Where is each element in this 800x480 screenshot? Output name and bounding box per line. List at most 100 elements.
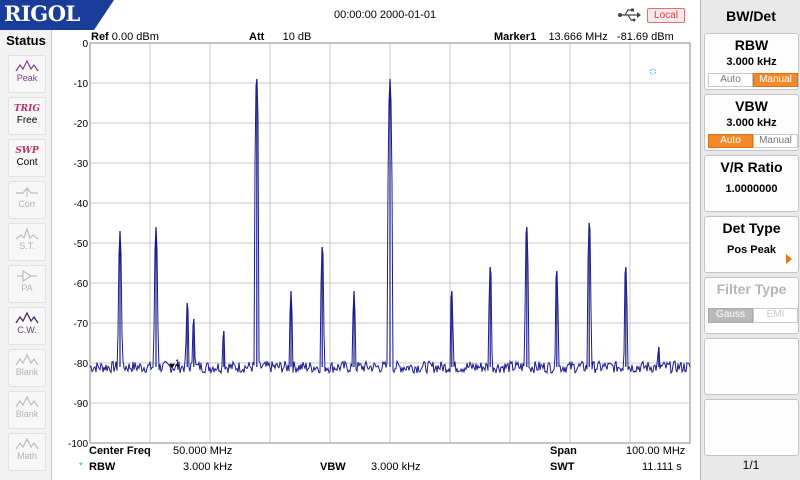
vbw-softkey-title: VBW (735, 98, 768, 114)
y-tick-label: -10 (74, 79, 89, 90)
swt-label[interactable]: SWT (550, 461, 574, 473)
y-tick-label: -70 (74, 319, 89, 330)
menu-page-indicator: 1/1 (742, 458, 760, 472)
math-trace-icon (15, 437, 39, 450)
empty-softkey-1[interactable] (704, 338, 799, 395)
vbw-softkey-value: 3.000 kHz (726, 117, 777, 129)
rbw-softkey[interactable]: RBW 3.000 kHz Auto Manual (704, 33, 799, 90)
rbw-auto-option[interactable]: Auto (708, 73, 753, 87)
y-tick-label: -100 (68, 439, 88, 450)
swt-value[interactable]: 11.111 s (642, 461, 682, 473)
rigol-logo: RIGOL (0, 0, 114, 30)
preamp-icon (17, 269, 37, 283)
att-label: Att (249, 31, 265, 43)
status-signal-track-label: S.T. (19, 241, 35, 251)
y-axis-ticks: 0 -10 -20 -30 -40 -50 -60 -70 -80 -90 -100 (68, 39, 88, 450)
status-blank-2[interactable]: Blank (8, 391, 46, 429)
status-preamp-label: PA (21, 283, 33, 293)
attenuation[interactable]: Att 10 dB (249, 31, 311, 43)
status-cw-label: C.W. (17, 325, 37, 335)
rbw-manual-indicator: * (79, 461, 83, 472)
status-blank-1[interactable]: Blank (8, 349, 46, 387)
y-tick-label: 0 (82, 39, 88, 50)
tracking-indicator-icon (649, 68, 656, 75)
y-tick-label: -60 (74, 279, 89, 290)
y-tick-label: -90 (74, 399, 89, 410)
vbw-mode-toggle[interactable]: Auto Manual (708, 134, 798, 148)
y-tick-label: -80 (74, 359, 89, 370)
status-math-label: Math (16, 451, 37, 461)
filter-gauss-option[interactable]: Gauss (708, 308, 753, 323)
filter-type-title: Filter Type (716, 281, 787, 297)
vbw-auto-option[interactable]: Auto (708, 134, 753, 148)
filter-type-toggle[interactable]: Gauss EMI (708, 308, 798, 323)
logo-background (0, 0, 114, 30)
vr-ratio-softkey[interactable]: V/R Ratio 1.0000000 (704, 155, 799, 212)
status-preamp[interactable]: PA (8, 265, 46, 303)
rbw-softkey-title: RBW (734, 37, 769, 53)
status-math[interactable]: Math (8, 433, 46, 471)
rbw-label[interactable]: RBW (89, 461, 115, 473)
rbw-softkey-value: 3.000 kHz (726, 56, 777, 68)
att-value: 10 dB (282, 31, 312, 43)
top-header: RIGOL 00:00:00 2000-01-01 Local (0, 0, 700, 30)
status-cw[interactable]: C.W. (8, 307, 46, 345)
signal-track-icon (15, 227, 39, 240)
marker-freq: 13.666 MHz (548, 31, 608, 43)
menu-title: BW/Det (726, 8, 776, 24)
vr-ratio-value: 1.0000000 (725, 183, 778, 195)
blank-trace-icon (15, 353, 39, 366)
softkey-menu: BW/Det RBW 3.000 kHz Auto Manual VBW 3.0… (700, 0, 800, 480)
rbw-mode-toggle[interactable]: Auto Manual (708, 73, 798, 87)
status-corr-label: Corr (18, 199, 36, 209)
marker-1-label: 1 (175, 358, 180, 368)
vbw-title: VBW (320, 461, 346, 473)
span-title: Span (550, 445, 577, 457)
empty-softkey-2[interactable] (704, 399, 799, 456)
rbw-value[interactable]: 3.000 kHz (183, 461, 233, 473)
logo-text: RIGOL (4, 1, 80, 26)
status-sweep-value: Cont (16, 157, 38, 168)
status-sweep-tag: SWP (15, 146, 39, 156)
spectrum-chart[interactable]: 0 -10 -20 -30 -40 -50 -60 -70 -80 -90 -100 1 (52, 30, 700, 480)
y-tick-label: -50 (74, 239, 89, 250)
det-type-softkey[interactable]: Det Type Pos Peak (704, 216, 799, 273)
filter-type-softkey[interactable]: Filter Type Gauss EMI (704, 277, 799, 334)
vr-ratio-title: V/R Ratio (720, 159, 783, 175)
status-title: Status (6, 33, 46, 48)
center-freq-value[interactable]: 50.000 MHz (173, 445, 233, 457)
marker-level: -81.69 dBm (616, 31, 674, 43)
status-peak[interactable]: Peak (8, 55, 46, 93)
det-type-value: Pos Peak (727, 244, 776, 256)
filter-emi-option[interactable]: EMI (753, 308, 798, 323)
span-value[interactable]: 100.00 MHz (626, 445, 686, 457)
correction-icon (16, 187, 38, 197)
vbw-manual-option[interactable]: Manual (753, 134, 798, 148)
status-trigger-tag: TRIG (13, 104, 41, 114)
marker-1-pointer[interactable] (168, 363, 175, 369)
ref-value: 0.00 dBm (111, 31, 159, 43)
status-signal-track[interactable]: S.T. (8, 223, 46, 261)
span-label[interactable]: Span (550, 445, 577, 457)
local-button[interactable]: Local (647, 8, 685, 23)
y-tick-label: -20 (74, 119, 89, 130)
reference-level[interactable]: Ref 0.00 dBm (91, 31, 159, 43)
marker: 1 (168, 68, 656, 369)
vbw-value[interactable]: 3.000 kHz (371, 461, 421, 473)
status-blank-1-label: Blank (15, 367, 39, 377)
date-time: 00:00:00 2000-01-01 (334, 9, 437, 21)
peaks (119, 79, 660, 367)
blank-trace-icon (15, 395, 39, 408)
status-trigger-value: Free (16, 115, 38, 126)
status-corr[interactable]: Corr (8, 181, 46, 219)
status-sweep[interactable]: SWP Cont (8, 139, 46, 177)
center-freq-label[interactable]: Center Freq (89, 445, 151, 457)
rbw-manual-option[interactable]: Manual (753, 73, 798, 87)
vbw-label[interactable]: VBW (320, 461, 346, 473)
status-trigger[interactable]: TRIG Free (8, 97, 46, 135)
swt-title: SWT (550, 461, 575, 473)
clear-write-icon (15, 311, 39, 324)
usb-icon (618, 8, 641, 22)
y-tick-label: -30 (74, 159, 89, 170)
vbw-softkey[interactable]: VBW 3.000 kHz Auto Manual (704, 94, 799, 151)
